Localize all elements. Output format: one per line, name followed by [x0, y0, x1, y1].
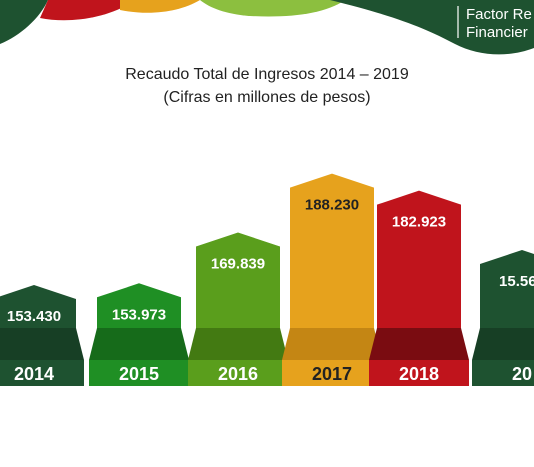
category-label-2018: 2018: [399, 364, 439, 384]
bar-shadow-2016: [188, 328, 288, 360]
bar-shadow-2017: [282, 328, 382, 360]
value-label-2017: 188.230: [305, 197, 359, 214]
value-label-2016: 169.839: [211, 256, 265, 273]
bar-group-2017: 188.230 2017: [282, 173, 382, 386]
top-gold-band: [120, 0, 200, 13]
bar-group-20: 15.567 20: [472, 250, 534, 386]
chart-title: Recaudo Total de Ingresos 2014 – 2019: [125, 66, 409, 83]
bar-shadow-2014: [0, 328, 84, 360]
top-red-band: [40, 0, 135, 21]
bar-shadow-2015: [89, 328, 189, 360]
year-plate-2018: [369, 360, 469, 386]
bar-group-2014: 153.430 2014: [0, 285, 84, 386]
brand-line-1: Factor Re: [466, 6, 532, 23]
category-label-2015: 2015: [119, 364, 159, 384]
bar-20: [480, 250, 534, 328]
value-label-20: 15.567: [499, 273, 534, 290]
top-right-band: [330, 0, 534, 55]
top-left-band: [0, 0, 48, 44]
category-label-2016: 2016: [218, 364, 258, 384]
chart-subtitle: (Cifras en millones de pesos): [163, 89, 371, 106]
bar-2016: [196, 232, 280, 328]
bar-2014: [0, 285, 76, 328]
category-label-20: 20: [512, 364, 532, 384]
bar-shadow-20: [472, 328, 534, 360]
bar-2017: [290, 173, 374, 328]
bar-2018: [377, 190, 461, 328]
year-plate-2017: [282, 360, 382, 386]
brand-line-2: Financier: [466, 24, 528, 41]
bar-group-2016: 169.839 2016: [188, 232, 288, 386]
bar-shadow-2018: [369, 328, 469, 360]
bar-2015: [97, 283, 181, 328]
value-label-2014: 153.430: [7, 308, 61, 325]
value-label-2018: 182.923: [392, 214, 446, 231]
year-plate-2016: [188, 360, 288, 386]
bar-group-2015: 153.973 2015: [89, 283, 189, 386]
year-plate-2014: [0, 360, 84, 386]
bar-group-2018: 182.923 2018: [369, 190, 469, 386]
top-lightgreen-band: [200, 0, 345, 17]
year-plate-2015: [89, 360, 189, 386]
year-plate-20: [472, 360, 534, 386]
category-label-2014: 2014: [14, 364, 54, 384]
category-label-2017: 2017: [312, 364, 352, 384]
value-label-2015: 153.973: [112, 306, 166, 323]
